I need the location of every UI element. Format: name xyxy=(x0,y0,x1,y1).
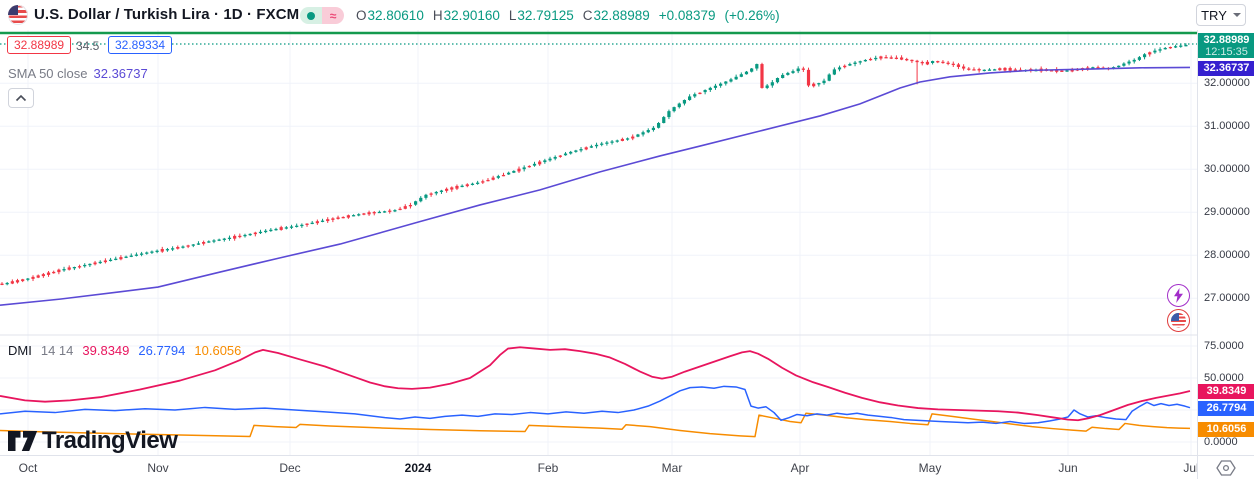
market-open-dot-icon xyxy=(307,11,315,20)
currency-unit-button[interactable]: TRY xyxy=(1196,4,1246,26)
usdtry-flag-icon xyxy=(8,5,28,25)
time-tick-label: Apr xyxy=(790,461,810,475)
low-value: 32.79125 xyxy=(517,8,574,23)
price-scale[interactable]: 32.88989 12:15:35 32.36737 32.00000 31.00… xyxy=(1197,30,1254,455)
chart-header: U.S. Dollar / Turkish Lira · 1D · FXCM ≈… xyxy=(0,0,1254,30)
time-tick-label: May xyxy=(918,461,942,475)
time-tick-label: Dec xyxy=(279,461,301,475)
price-tick-label: 0.0000 xyxy=(1204,436,1238,448)
time-tick-label: 2024 xyxy=(404,461,432,475)
dmi-legend-params: 14 14 xyxy=(40,343,74,358)
tradingview-logo-icon xyxy=(8,431,38,451)
axis-corner[interactable] xyxy=(1197,455,1254,479)
symbol-title[interactable]: U.S. Dollar / Turkish Lira · 1D · FXCM xyxy=(34,6,300,23)
price-tick-label: 75.0000 xyxy=(1204,340,1244,352)
ohlc-values: O32.80610 H32.90160 L32.79125 C32.88989 … xyxy=(356,8,780,23)
dmi-value-badge: 26.7794 xyxy=(1198,400,1254,416)
sma-legend-value: 32.36737 xyxy=(93,66,148,81)
time-scale[interactable]: Oct Nov Dec 2024 Feb Mar Apr May Jun Jul xyxy=(0,455,1197,479)
dmi-minusdi-value: 10.6056 xyxy=(194,343,242,358)
collapse-pane-button[interactable] xyxy=(8,88,34,108)
open-value: 32.80610 xyxy=(367,8,424,23)
main-chart-pane[interactable] xyxy=(0,30,1197,335)
open-label: O xyxy=(356,8,367,23)
chevron-down-icon xyxy=(1232,13,1241,17)
boost-lightning-icon[interactable] xyxy=(1167,284,1190,307)
time-tick-label: Mar xyxy=(661,461,683,475)
price-tick-label: 28.00000 xyxy=(1204,249,1250,261)
bar-countdown: 12:15:35 xyxy=(1205,46,1248,58)
high-value: 32.90160 xyxy=(443,8,500,23)
price-tick-label: 30.00000 xyxy=(1204,163,1250,175)
time-tick-label: Jul xyxy=(1183,461,1197,475)
tradingview-logo[interactable]: TradingView xyxy=(8,427,178,455)
currency-label: TRY xyxy=(1201,7,1227,23)
change-percent: (+0.26%) xyxy=(724,8,780,23)
close-value: 32.88989 xyxy=(593,8,650,23)
us-flag-icon[interactable] xyxy=(1167,309,1190,332)
last-price-value: 32.88989 xyxy=(1203,34,1250,46)
price-tick-label: 32.00000 xyxy=(1204,77,1250,89)
last-price-badge[interactable]: 32.88989 12:15:35 xyxy=(1198,33,1254,58)
dmi-value-badge: 10.6056 xyxy=(1198,421,1254,437)
market-status-pill[interactable]: ≈ xyxy=(300,7,344,24)
sma-legend-label: SMA 50 close xyxy=(8,66,88,81)
sma-legend[interactable]: SMA 50 close 32.36737 xyxy=(8,66,148,81)
close-label: C xyxy=(582,8,593,23)
sma-price-badge[interactable]: 32.36737 xyxy=(1198,61,1254,76)
us-flag-image xyxy=(1171,313,1186,328)
price-tick-label: 27.00000 xyxy=(1204,292,1250,304)
price-tick-label: 50.0000 xyxy=(1204,372,1244,384)
time-tick-label: Oct xyxy=(18,461,38,475)
high-label: H xyxy=(432,8,443,23)
dmi-legend-name: DMI xyxy=(8,343,32,358)
price-line-label-red[interactable]: 32.88989 xyxy=(7,36,72,54)
scales-settings-icon xyxy=(1216,459,1236,476)
price-tick-label: 31.00000 xyxy=(1204,120,1250,132)
dmi-value-badge: 39.8349 xyxy=(1198,383,1254,399)
change-value: +0.08379 xyxy=(658,8,716,23)
dmi-plusdi-value: 26.7794 xyxy=(138,343,186,358)
tradingview-logo-text: TradingView xyxy=(42,427,178,454)
price-line-label-blue[interactable]: 32.89334 xyxy=(108,36,173,54)
dmi-legend[interactable]: DMI 14 14 39.8349 26.7794 10.6056 xyxy=(8,343,241,358)
chevron-up-icon xyxy=(15,94,27,102)
price-tick-label: 29.00000 xyxy=(1204,206,1250,218)
dmi-adx-value: 39.8349 xyxy=(82,343,130,358)
delayed-data-icon: ≈ xyxy=(322,7,344,24)
time-tick-label: Jun xyxy=(1058,461,1078,475)
price-line-label-plain[interactable]: 34.5 xyxy=(76,39,100,53)
time-tick-label: Feb xyxy=(537,461,559,475)
lightning-bolt-icon xyxy=(1174,288,1183,303)
low-label: L xyxy=(508,8,517,23)
time-tick-label: Nov xyxy=(147,461,169,475)
